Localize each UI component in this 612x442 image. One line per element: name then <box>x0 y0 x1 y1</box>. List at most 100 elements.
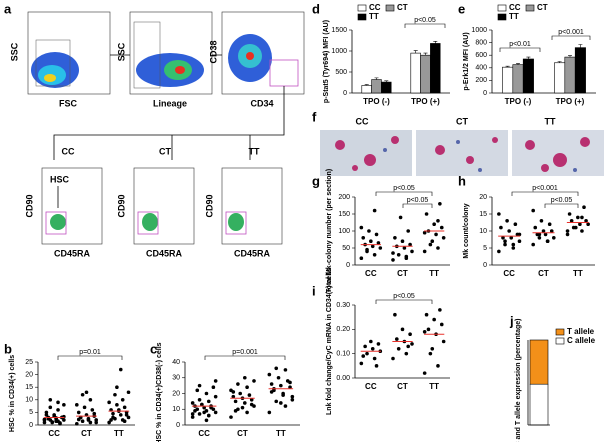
flow-bottom: CC CT TT HSC CD90 CD90 CD90 CD45RA CD45R… <box>24 146 283 258</box>
data-point <box>501 236 505 240</box>
colony-images: CC CT TT <box>320 116 604 176</box>
y-tick-label: 5 <box>29 409 33 416</box>
y-tick-label: 150 <box>338 211 350 218</box>
data-point <box>288 380 292 385</box>
data-point <box>438 308 442 312</box>
data-point <box>274 399 279 404</box>
bar <box>410 52 421 94</box>
group-label: CT <box>159 146 171 156</box>
data-point <box>249 402 254 407</box>
data-point <box>374 232 379 237</box>
data-point <box>236 382 240 386</box>
y-tick-label: 10 <box>172 406 180 413</box>
data-point <box>124 413 129 417</box>
data-point <box>365 247 369 252</box>
gate <box>225 211 247 235</box>
data-point <box>111 415 115 420</box>
data-point <box>391 251 395 255</box>
colony-image <box>416 130 508 176</box>
significance-bracket <box>551 35 591 40</box>
data-point <box>283 368 288 372</box>
y-tick-label: 0 <box>483 262 487 269</box>
axis-label: CD45RA <box>146 248 183 258</box>
data-point <box>252 379 256 383</box>
data-point <box>396 347 401 351</box>
data-point <box>52 413 56 417</box>
data-point <box>359 225 364 230</box>
data-point <box>372 208 377 213</box>
data-point <box>233 409 238 413</box>
panel-letter: h <box>458 173 466 188</box>
data-point <box>547 222 552 226</box>
y-axis-label: p-Erk1/2 MFI (AU) <box>463 32 470 90</box>
legend-label: TT <box>369 12 379 21</box>
data-point <box>537 232 542 237</box>
significance-bracket <box>511 191 579 196</box>
data-point <box>361 236 366 240</box>
legend-label: C allele <box>567 336 596 345</box>
data-point <box>281 393 285 397</box>
data-point <box>283 404 288 408</box>
data-point <box>372 356 377 361</box>
axis-label: CD45RA <box>54 248 91 258</box>
data-point <box>290 394 295 399</box>
y-tick-label: 30 <box>172 375 180 382</box>
y-tick-label: 1000 <box>331 48 347 55</box>
data-point <box>107 400 111 405</box>
data-point <box>109 418 113 422</box>
y-tick-label: 1500 <box>331 27 347 34</box>
data-point <box>231 390 236 394</box>
data-point <box>432 222 436 226</box>
data-point <box>274 366 279 371</box>
data-point <box>202 410 206 415</box>
axis-label: CD45RA <box>234 248 271 258</box>
data-point <box>434 232 438 237</box>
x-tick-label: CT <box>81 429 92 438</box>
y-axis-label: Lnk fold change/CyC mRNA in CD34(+) cell… <box>326 268 333 415</box>
data-point <box>517 239 522 243</box>
data-point <box>543 232 548 237</box>
data-point <box>58 421 62 425</box>
data-point <box>367 229 371 233</box>
data-point <box>576 215 580 220</box>
data-point <box>406 229 411 233</box>
panel-letter: j <box>509 313 514 328</box>
data-point <box>513 222 518 226</box>
y-tick-label: 1000 <box>471 27 487 34</box>
colony-image <box>512 130 604 176</box>
bar <box>371 79 382 94</box>
error-bar <box>413 50 418 54</box>
y-tick-label: 0 <box>346 262 350 269</box>
data-point <box>62 414 66 419</box>
data-point <box>400 327 405 332</box>
y-tick-label: 0 <box>29 422 33 429</box>
panel-letter: a <box>4 1 12 16</box>
data-point <box>552 236 556 240</box>
x-tick-label: TPO (-) <box>505 97 532 106</box>
data-point <box>269 382 274 386</box>
legend-label: T allele <box>567 327 595 336</box>
data-point <box>245 385 249 390</box>
data-point <box>565 232 570 237</box>
error-bar <box>526 56 531 59</box>
y-tick-label: 20 <box>172 390 180 397</box>
data-point <box>509 236 514 240</box>
x-tick-label: TPO (+) <box>556 97 585 106</box>
x-tick-label: TT <box>573 269 583 278</box>
data-point <box>190 412 195 416</box>
data-point <box>539 219 544 223</box>
bar <box>512 64 524 94</box>
data-point <box>122 405 127 410</box>
y-axis-label: Total Mk-colony number (per section) <box>326 169 333 293</box>
data-point <box>190 415 195 419</box>
data-point <box>503 242 507 247</box>
data-point <box>497 212 501 216</box>
data-point <box>438 202 442 206</box>
data-point <box>430 239 435 243</box>
data-point <box>426 327 431 332</box>
data-point <box>578 222 582 226</box>
data-point <box>76 417 81 422</box>
data-point <box>369 239 373 243</box>
data-point <box>204 391 209 396</box>
data-point <box>44 410 49 415</box>
